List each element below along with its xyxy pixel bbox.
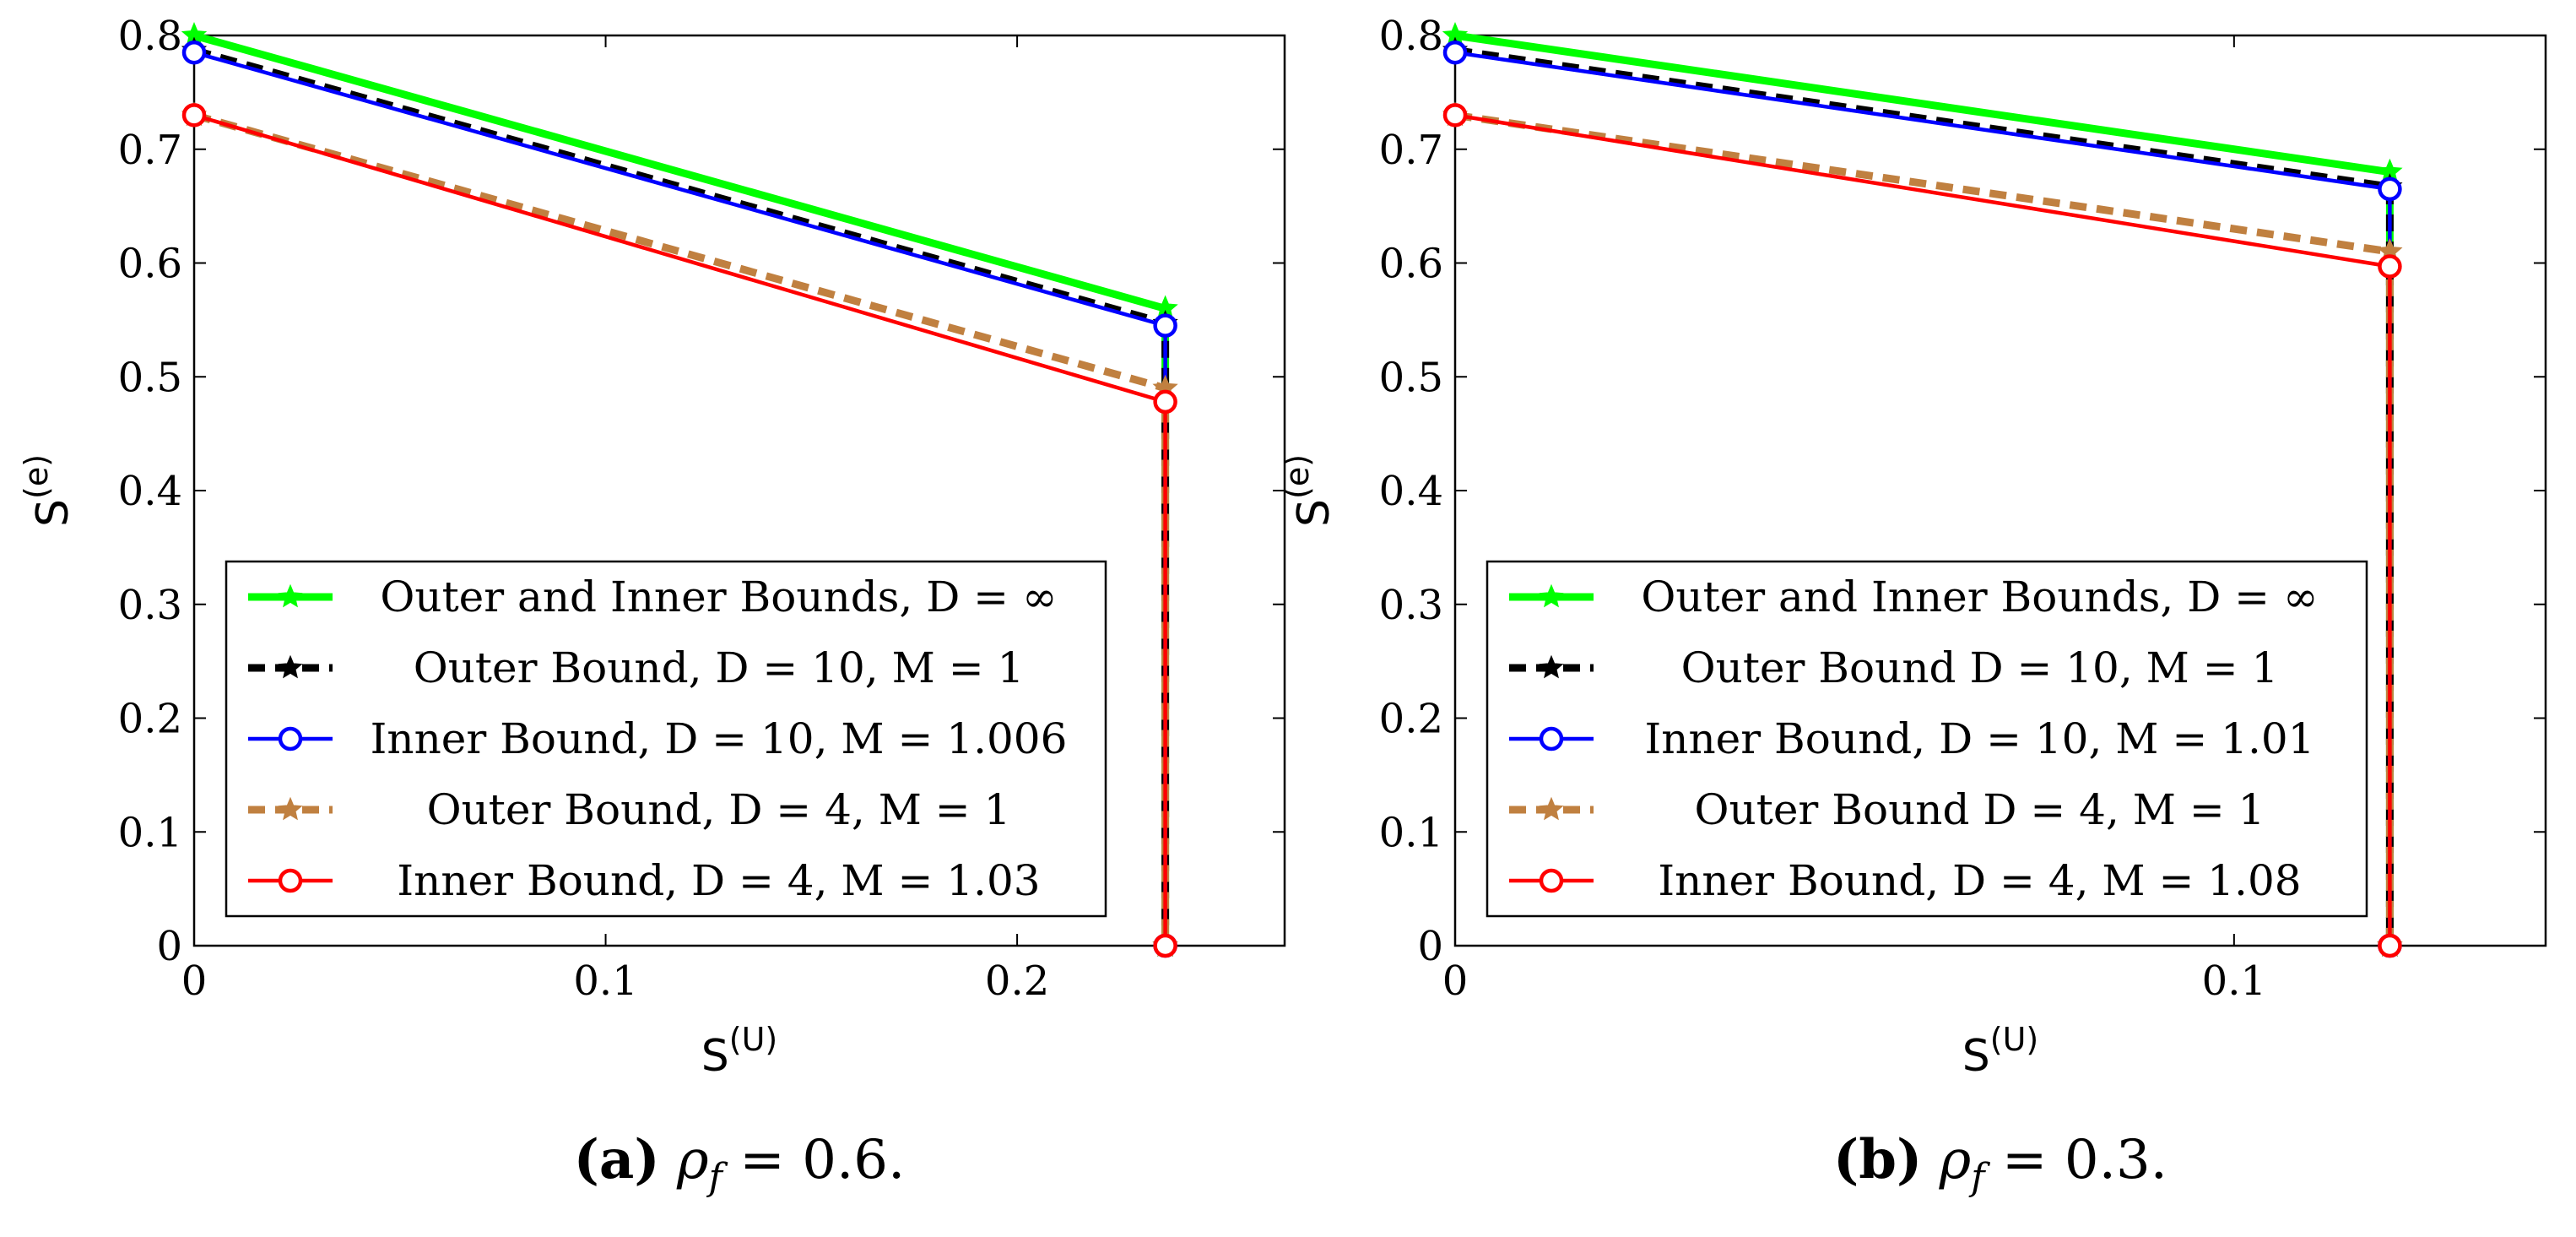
series-point-3 xyxy=(181,40,207,65)
legend-box xyxy=(1486,560,2368,918)
y-tick-label: 0.1 xyxy=(118,809,182,856)
series-point-5 xyxy=(2378,254,2402,279)
legend-marker-2 xyxy=(1539,654,1564,679)
legend-entry-5: Inner Bound, D = 4, M = 1.08 xyxy=(1658,856,2301,905)
series-point-5 xyxy=(1153,389,1177,415)
y-axis-label: S(e) xyxy=(18,454,78,527)
legend-marker-2 xyxy=(278,654,303,679)
legend-entry-1: Outer and Inner Bounds, D = ∞ xyxy=(1641,572,2318,621)
legend-marker-3 xyxy=(278,726,303,751)
y-tick-label: 0.5 xyxy=(1379,354,1443,401)
legend-entry-4: Outer Bound, D = 4, M = 1 xyxy=(427,785,1011,834)
y-tick-label: 0.5 xyxy=(118,354,182,401)
y-tick-label: 0.4 xyxy=(118,468,182,515)
legend-marker-3 xyxy=(1539,726,1564,751)
x-tick-label: 0.1 xyxy=(2202,958,2266,1005)
y-tick-label: 0.7 xyxy=(1379,127,1443,174)
series-point-5 xyxy=(1442,103,1468,127)
y-tick-label: 0 xyxy=(1417,923,1443,970)
legend-entry-3: Inner Bound, D = 10, M = 1.006 xyxy=(371,714,1068,763)
x-tick-label: 0 xyxy=(1442,958,1469,1005)
legend: Outer and Inner Bounds, D = ∞ Outer Bound… xyxy=(1486,560,2368,918)
chart-panel-b: 0 0.1 0.2 0.3 0.4 0.5 0.6 0.7 0.8 0 0.1 S(U) S(e) Out… xyxy=(1279,13,2547,1199)
x-axis-label: S(U) xyxy=(701,1021,777,1082)
y-tick-label: 0.3 xyxy=(118,582,182,629)
legend: Outer and Inner Bounds, D = ∞ Outer Bound… xyxy=(225,560,1107,918)
legend-entry-2: Outer Bound, D = 10, M = 1 xyxy=(414,643,1025,692)
series-point-5 xyxy=(2378,933,2402,958)
legend-entry-1: Outer and Inner Bounds, D = ∞ xyxy=(380,572,1057,621)
legend-marker-4 xyxy=(278,796,303,821)
legend-marker-4 xyxy=(1539,796,1564,821)
panel-caption: (b) ρf = 0.3. xyxy=(1833,1128,2167,1199)
series-point-5 xyxy=(1153,933,1177,958)
panel-caption: (a) ρf = 0.6. xyxy=(574,1128,906,1199)
series-point-3 xyxy=(2378,176,2402,202)
series-point-3 xyxy=(1442,40,1468,65)
legend-entry-5: Inner Bound, D = 4, M = 1.03 xyxy=(397,856,1040,905)
y-tick-label: 0.3 xyxy=(1379,582,1443,629)
y-tick-label: 0.1 xyxy=(1379,809,1443,856)
series-point-3 xyxy=(1153,313,1177,338)
legend-entry-3: Inner Bound, D = 10, M = 1.01 xyxy=(1645,714,2315,763)
legend-marker-5 xyxy=(278,868,303,893)
y-tick-label: 0.8 xyxy=(1379,13,1443,60)
y-tick-label: 0.7 xyxy=(118,127,182,174)
legend-marker-1 xyxy=(278,583,303,608)
chart-panel-a: 0 0.1 0.2 0.3 0.4 0.5 0.6 0.7 0.8 0 0.1 0.2 S(U) S(e)… xyxy=(18,13,1286,1199)
legend-box xyxy=(225,560,1107,918)
y-tick-label: 0.2 xyxy=(1379,696,1443,743)
y-tick-label: 0.8 xyxy=(118,13,182,60)
x-tick-label: 0.1 xyxy=(573,958,637,1005)
y-tick-label: 0.6 xyxy=(118,241,182,288)
x-tick-label: 0.2 xyxy=(985,958,1049,1005)
y-tick-label: 0.2 xyxy=(118,696,182,743)
x-tick-label: 0 xyxy=(181,958,208,1005)
legend-entry-4: Outer Bound D = 4, M = 1 xyxy=(1695,785,2265,834)
y-tick-label: 0.4 xyxy=(1379,468,1443,515)
y-axis-label: S(e) xyxy=(1279,454,1339,527)
x-axis-label: S(U) xyxy=(1962,1021,2038,1082)
legend-marker-5 xyxy=(1539,868,1564,893)
legend-entry-2: Outer Bound D = 10, M = 1 xyxy=(1681,643,2279,692)
y-tick-label: 0.6 xyxy=(1379,241,1443,288)
y-tick-label: 0 xyxy=(156,923,182,970)
series-point-5 xyxy=(181,103,207,127)
legend-marker-1 xyxy=(1539,583,1564,608)
